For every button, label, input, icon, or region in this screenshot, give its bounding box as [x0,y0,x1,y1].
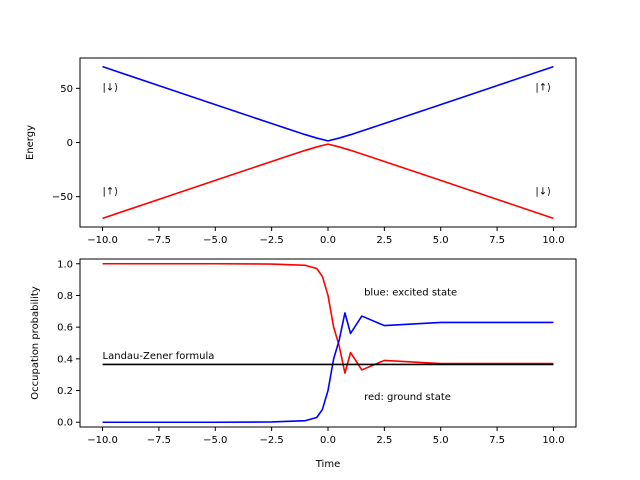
occupation-y-tick-label: 0.2 [57,386,73,397]
occupation-x-tick-label: −7.5 [147,435,171,446]
energy-annotation-3: |↓⟩ [535,187,551,198]
energy-annotation-1: |↑⟩ [535,83,551,94]
occupation-annotation-2: red: ground state [364,392,451,403]
energy-x-tick-label: 0.0 [320,235,336,246]
occupation-y-tick-label: 0.4 [57,354,73,365]
energy-annotation-2: |↑⟩ [103,187,119,198]
energy-series-line-1 [102,143,554,220]
energy-series-line-0 [102,65,554,142]
occupation-x-tick-label: −2.5 [259,435,283,446]
occupation-y-axis-label: Occupation probability [30,286,41,399]
occupation-plot-area [80,259,576,427]
time-x-axis-label: Time [315,459,340,470]
energy-y-tick-label: 50 [60,84,73,95]
energy-y-tick-label: 0 [67,138,73,149]
energy-x-tick-label: −5.0 [203,235,227,246]
energy-annotation-0: |↓⟩ [103,83,119,94]
energy-x-tick-label: 7.5 [489,235,505,246]
occupation-y-tick-label: 0.0 [57,418,73,429]
energy-x-tick-label: 5.0 [433,235,449,246]
occupation-panel: blue: excited state Landau-Zener formula r… [30,258,577,470]
occupation-x-tick-label: −10.0 [87,435,118,446]
occupation-annotation-1: Landau-Zener formula [103,351,215,362]
occupation-x-tick-label: 0.0 [320,435,336,446]
energy-x-tick-label: −7.5 [147,235,171,246]
occupation-series-line-1 [102,312,554,424]
occupation-x-tick-label: −5.0 [203,435,227,446]
occupation-y-tick-label: 0.6 [57,323,73,334]
occupation-annotation-0: blue: excited state [364,287,457,298]
occupation-y-tick-label: 0.8 [57,291,73,302]
occupation-x-tick-label: 10.0 [542,435,564,446]
energy-y-axis-label: Energy [25,125,36,160]
occupation-x-tick-label: 5.0 [433,435,449,446]
energy-x-tick-label: 10.0 [542,235,564,246]
energy-y-tick-label: −50 [52,192,73,203]
energy-x-tick-label: −10.0 [87,235,118,246]
energy-x-tick-label: 2.5 [376,235,392,246]
energy-x-tick-label: −2.5 [259,235,283,246]
occupation-x-tick-label: 2.5 [376,435,392,446]
occupation-x-tick-label: 7.5 [489,435,505,446]
occupation-y-tick-label: 1.0 [57,259,73,270]
energy-panel: |↓⟩ |↑⟩ |↑⟩ |↓⟩ −10.0 −7.5 −5.0 −2.5 0.0 2.5 5.0 7… [25,57,577,246]
